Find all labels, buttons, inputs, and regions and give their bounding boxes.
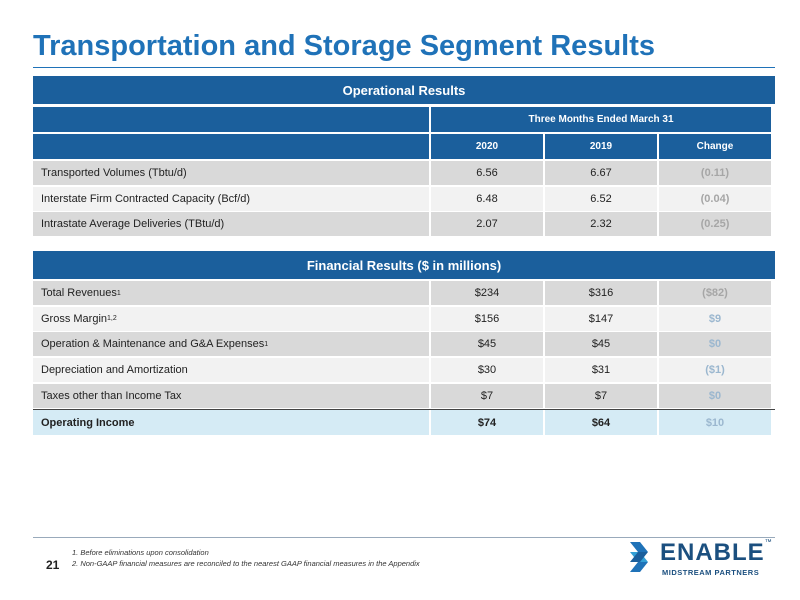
cell: $45 (431, 332, 543, 357)
table-row: Intrastate Average Deliveries (TBtu/d) 2.… (33, 212, 775, 236)
cell: $45 (545, 332, 657, 357)
period-row: Three Months Ended March 31 (33, 107, 775, 132)
cell: $10 (659, 410, 771, 435)
cell: $9 (659, 306, 771, 331)
cell: 2.32 (545, 212, 657, 236)
cell: 6.67 (545, 161, 657, 185)
cell: ($1) (659, 358, 771, 383)
footnote-ref: 1 (116, 289, 121, 297)
footnote-ref: 1,2 (107, 315, 117, 323)
row-label: Operation & Maintenance and G&A Expenses… (33, 332, 429, 357)
cell: Change (659, 134, 771, 159)
row-label: Taxes other than Income Tax (33, 383, 429, 408)
label-text: Taxes other than Income Tax (41, 389, 182, 402)
table-row: Transported Volumes (Tbtu/d) 6.56 6.67 (0.1… (33, 161, 775, 185)
label-text: Transported Volumes (Tbtu/d) (41, 167, 187, 179)
footnote: 1. Before eliminations upon consolidatio… (72, 548, 209, 557)
cell: $0 (659, 383, 771, 408)
table-row: Depreciation and Amortization $30 $31 ($1) (33, 358, 775, 383)
period: Three Months Ended March 31 (431, 107, 771, 132)
cell: $7 (545, 383, 657, 408)
footnotes: 1. Before eliminations upon consolidatio… (72, 547, 420, 569)
cell: $7 (431, 383, 543, 408)
table-row: Total Revenues 1 $234 $316 ($82) (33, 281, 775, 305)
cell: $156 (431, 306, 543, 331)
logo-text: ENABLE (660, 539, 765, 566)
label-text: Operation & Maintenance and G&A Expenses (41, 338, 265, 351)
title-rule (33, 67, 775, 68)
cell: $147 (545, 306, 657, 331)
cell: $0 (659, 332, 771, 357)
logo-name: ENABLE™ (660, 539, 773, 567)
cell: 2.07 (431, 212, 543, 236)
label-text: Operating Income (41, 416, 135, 429)
row-label: Intrastate Average Deliveries (TBtu/d) (33, 212, 429, 236)
label-text: Intrastate Average Deliveries (TBtu/d) (41, 218, 225, 230)
cell: (0.04) (659, 186, 771, 211)
label-text: Interstate Firm Contracted Capacity (Bcf… (41, 192, 251, 205)
page-number: 21 (46, 558, 60, 572)
logo-tm: ™ (764, 539, 773, 546)
table-row: Taxes other than Income Tax $7 $7 $0 (33, 383, 775, 408)
row-label: Total Revenues 1 (33, 281, 429, 305)
footnote: 2. Non-GAAP financial measures are recon… (72, 559, 420, 568)
label-text: Gross Margin (41, 312, 108, 325)
title: Transportation and Storage Segment Resul… (33, 30, 655, 62)
cell: 6.56 (431, 161, 543, 185)
cell: 6.52 (545, 186, 657, 211)
section-header: Financial Results ($ in millions) (33, 251, 775, 279)
cell: 2020 (431, 134, 543, 159)
label-text: Total Revenues (41, 287, 117, 299)
footnote-ref: 1 (264, 340, 269, 348)
table-row: Interstate Firm Contracted Capacity (Bcf… (33, 186, 775, 211)
total-rule (33, 409, 775, 410)
cell: (0.25) (659, 212, 771, 236)
cell: 6.48 (431, 186, 543, 211)
row-label: Gross Margin 1,2 (33, 306, 429, 331)
cell: $74 (431, 410, 543, 435)
cell: $234 (431, 281, 543, 305)
row-label: Operating Income (33, 410, 429, 435)
cell: ($82) (659, 281, 771, 305)
table-row: 2020 2019 Change (33, 134, 775, 159)
row-label (33, 134, 429, 159)
table-row: Gross Margin 1,2 $156 $147 $9 (33, 306, 775, 331)
cell: $64 (545, 410, 657, 435)
cell: (0.11) (659, 161, 771, 185)
row-label: Transported Volumes (Tbtu/d) (33, 161, 429, 185)
logo-tagline: MIDSTREAM PARTNERS (662, 568, 760, 577)
logo-icon (630, 542, 648, 572)
table-row: Operating Income $74 $64 $10 (33, 410, 775, 435)
table-row: Operation & Maintenance and G&A Expenses… (33, 332, 775, 357)
row-label: Depreciation and Amortization (33, 358, 429, 383)
cell: $30 (431, 358, 543, 383)
cell: $31 (545, 358, 657, 383)
footer-rule (33, 537, 775, 538)
cell: 2019 (545, 134, 657, 159)
blank (33, 107, 429, 132)
cell: $316 (545, 281, 657, 305)
label-text: Depreciation and Amortization (41, 364, 188, 377)
section-header: Operational Results (33, 76, 775, 104)
row-label: Interstate Firm Contracted Capacity (Bcf… (33, 186, 429, 211)
